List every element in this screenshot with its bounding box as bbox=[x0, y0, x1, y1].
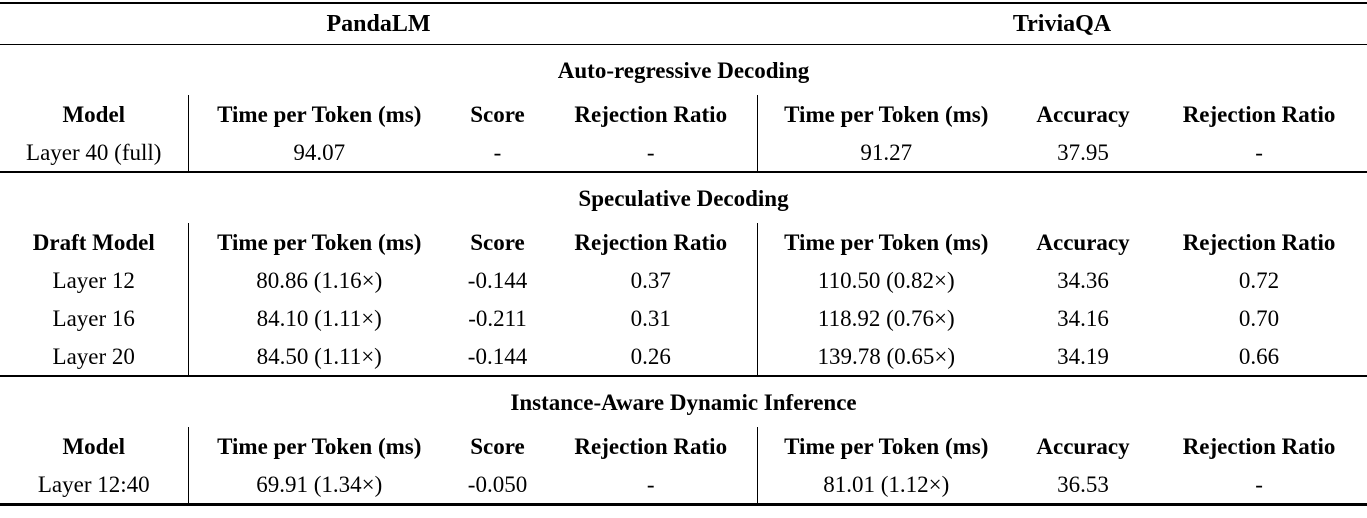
cell-time-pandalm: 84.10 (1.11×) bbox=[187, 299, 450, 337]
cell-score: -0.144 bbox=[467, 267, 528, 293]
cell-rejection-triviaqa: - bbox=[1255, 139, 1263, 165]
cell-rejection-triviaqa: 0.72 bbox=[1238, 267, 1280, 293]
col-header-time-per-token-triviaqa: Time per Token (ms) bbox=[756, 427, 1016, 465]
section-title-row: Speculative Decoding bbox=[0, 171, 1367, 223]
table-row: Layer 16 84.10 (1.11×) -0.211 0.31 118.9… bbox=[0, 299, 1367, 337]
col-header-time-per-token-pandalm: Time per Token (ms) bbox=[187, 427, 450, 465]
cell-score: -0.211 bbox=[468, 305, 527, 331]
section-title: Auto-regressive Decoding bbox=[557, 57, 810, 83]
section-title: Speculative Decoding bbox=[0, 171, 1367, 223]
col-header-score: Score bbox=[470, 229, 525, 255]
col-header-accuracy: Accuracy bbox=[1036, 433, 1130, 459]
cell-time-pandalm: 69.91 (1.34×) bbox=[187, 465, 450, 506]
col-header-accuracy: Accuracy bbox=[1036, 101, 1130, 127]
section-title: Instance-Aware Dynamic Inference bbox=[0, 375, 1367, 427]
table-row: Layer 12 80.86 (1.16×) -0.144 0.37 110.5… bbox=[0, 261, 1367, 299]
cell-time-pandalm: 84.50 (1.11×) bbox=[187, 337, 450, 376]
column-header-row: Model Time per Token (ms) Score Rejectio… bbox=[0, 427, 1367, 465]
cell-time-triviaqa: 118.92 (0.76×) bbox=[756, 299, 1016, 337]
table-row: Layer 12:40 69.91 (1.34×) -0.050 - 81.01… bbox=[0, 465, 1367, 506]
col-header-rejection-ratio-triviaqa: Rejection Ratio bbox=[1182, 433, 1336, 459]
cell-score: -0.050 bbox=[450, 465, 545, 506]
cell-rejection-pandalm: 0.31 bbox=[630, 305, 671, 331]
cell-time-triviaqa: 110.50 (0.82×) bbox=[756, 261, 1016, 299]
col-header-accuracy: Accuracy bbox=[1036, 229, 1130, 255]
col-header-score: Score bbox=[470, 101, 525, 127]
group-header-pandalm: PandaLM bbox=[0, 2, 758, 45]
cell-accuracy: 34.16 bbox=[1057, 305, 1109, 331]
cell-rejection-triviaqa: - bbox=[1151, 465, 1367, 506]
cell-score: - bbox=[493, 139, 502, 165]
cell-model: Layer 40 (full) bbox=[26, 139, 162, 165]
cell-time-pandalm: 80.86 (1.16×) bbox=[187, 261, 450, 299]
col-header-score: Score bbox=[470, 433, 525, 459]
cell-accuracy: 34.19 bbox=[1057, 343, 1109, 369]
group-header-row: PandaLM TriviaQA bbox=[0, 2, 1367, 45]
cell-model: Layer 12:40 bbox=[0, 465, 188, 506]
cell-rejection-triviaqa: 0.66 bbox=[1238, 343, 1280, 369]
cell-score: -0.144 bbox=[467, 343, 528, 369]
results-table: PandaLM TriviaQA Auto-regressive Decodin… bbox=[0, 2, 1367, 506]
cell-accuracy: 34.36 bbox=[1057, 267, 1109, 293]
cell-rejection-pandalm: - bbox=[646, 139, 655, 165]
section-title-row: Instance-Aware Dynamic Inference bbox=[0, 375, 1367, 427]
column-header-row: Model Time per Token (ms) Score Rejectio… bbox=[0, 95, 1367, 133]
column-header-row: Draft Model Time per Token (ms) Score Re… bbox=[0, 223, 1367, 261]
col-header-model: Model bbox=[62, 433, 126, 459]
cell-rejection-pandalm: 0.37 bbox=[630, 267, 671, 293]
col-header-time-per-token-pandalm: Time per Token (ms) bbox=[187, 223, 450, 261]
cell-rejection-pandalm: - bbox=[545, 465, 758, 506]
col-header-time-per-token-triviaqa: Time per Token (ms) bbox=[756, 223, 1016, 261]
cell-model: Layer 12 bbox=[52, 267, 135, 293]
group-header-triviaqa: TriviaQA bbox=[757, 2, 1367, 45]
table-row: Layer 20 84.50 (1.11×) -0.144 0.26 139.7… bbox=[0, 337, 1367, 376]
cell-time-triviaqa: 139.78 (0.65×) bbox=[756, 337, 1016, 376]
col-header-draft-model: Draft Model bbox=[32, 229, 155, 255]
cell-time-pandalm: 94.07 bbox=[187, 133, 450, 172]
cell-model: Layer 20 bbox=[52, 343, 135, 369]
cell-time-triviaqa: 81.01 (1.12×) bbox=[756, 465, 1016, 506]
cell-rejection-pandalm: 0.26 bbox=[630, 343, 671, 369]
cell-time-triviaqa: 91.27 bbox=[756, 133, 1016, 172]
col-header-time-per-token-pandalm: Time per Token (ms) bbox=[187, 95, 450, 133]
col-header-time-per-token-triviaqa: Time per Token (ms) bbox=[756, 95, 1016, 133]
col-header-model: Model bbox=[62, 101, 126, 127]
table-row: Layer 40 (full) 94.07 - - 91.27 37.95 - bbox=[0, 133, 1367, 172]
col-header-rejection-ratio-triviaqa: Rejection Ratio bbox=[1182, 101, 1336, 127]
cell-accuracy: 36.53 bbox=[1015, 465, 1152, 506]
col-header-rejection-ratio-pandalm: Rejection Ratio bbox=[574, 101, 728, 127]
section-title-row: Auto-regressive Decoding bbox=[0, 45, 1367, 96]
col-header-rejection-ratio-triviaqa: Rejection Ratio bbox=[1182, 229, 1336, 255]
cell-accuracy: 37.95 bbox=[1057, 139, 1109, 165]
cell-model: Layer 16 bbox=[52, 305, 135, 331]
col-header-rejection-ratio-pandalm: Rejection Ratio bbox=[574, 433, 728, 459]
col-header-rejection-ratio-pandalm: Rejection Ratio bbox=[574, 229, 728, 255]
cell-rejection-triviaqa: 0.70 bbox=[1238, 305, 1280, 331]
